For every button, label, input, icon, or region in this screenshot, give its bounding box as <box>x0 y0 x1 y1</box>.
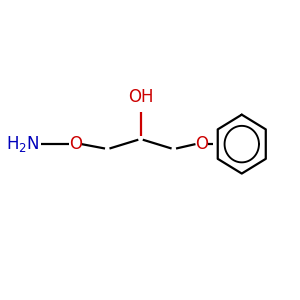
Text: O: O <box>69 135 82 153</box>
Text: O: O <box>195 135 208 153</box>
Text: H$_2$N: H$_2$N <box>6 134 39 154</box>
Text: OH: OH <box>128 88 153 106</box>
